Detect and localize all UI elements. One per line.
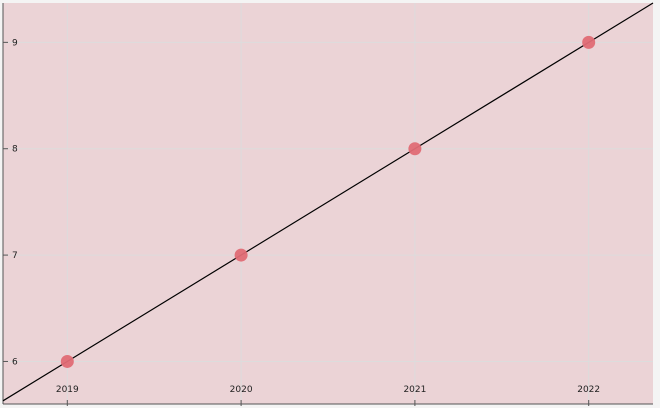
y-tick-label-6: 6 <box>12 357 18 367</box>
grid-lines <box>3 3 653 404</box>
axes <box>2 3 653 406</box>
y-tick-label-7: 7 <box>12 251 18 261</box>
x-tick-label-2020: 2020 <box>230 385 253 395</box>
x-tick-label-2021: 2021 <box>403 385 426 395</box>
data-point-2022 <box>582 35 596 49</box>
data-point-2019 <box>60 354 74 368</box>
trend-line <box>2 2 654 402</box>
tick-labels: 2019 2020 2021 2022 6 7 8 9 <box>12 38 600 395</box>
data-points <box>60 35 596 368</box>
data-point-2020 <box>234 248 248 262</box>
y-tick-label-9: 9 <box>12 38 18 48</box>
y-tick-label-8: 8 <box>12 145 18 155</box>
trend-line-group <box>2 2 654 402</box>
x-tick-label-2022: 2022 <box>577 385 600 395</box>
data-point-2021 <box>408 142 422 156</box>
x-tick-label-2019: 2019 <box>56 385 79 395</box>
